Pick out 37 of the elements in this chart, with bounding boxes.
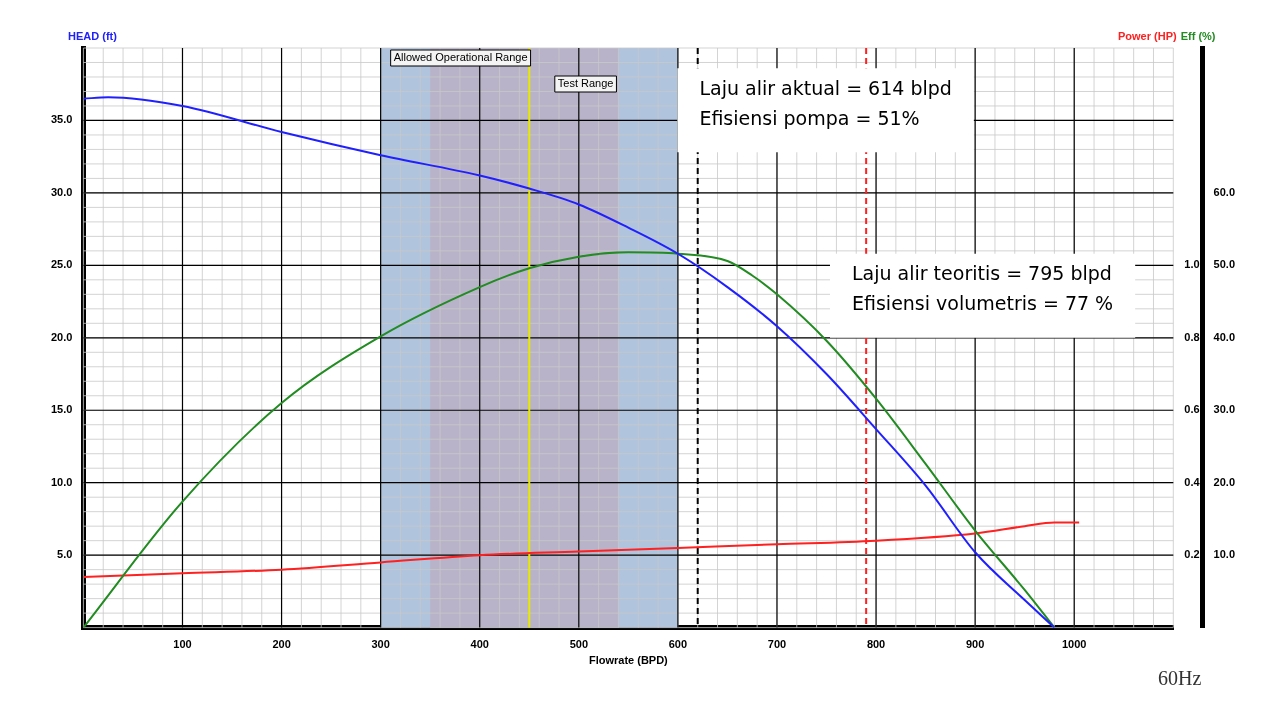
y3-axis-title: Power (HP) — [1118, 30, 1178, 42]
y-tick-label: 20.0 — [50, 330, 73, 343]
y-tick-label: 15.0 — [50, 403, 73, 416]
x-tick-label: 700 — [767, 638, 787, 651]
x-tick-label: 400 — [470, 638, 489, 651]
y3-tick-label: 0.6 — [1184, 403, 1200, 416]
y3-tick-label: 0.8 — [1184, 330, 1200, 343]
y2-tick-label: 30.0 — [1213, 403, 1236, 416]
y-tick-label: 10.0 — [50, 475, 73, 488]
x-tick-label: 200 — [272, 638, 291, 651]
y2-tick-label: 50.0 — [1213, 258, 1236, 271]
text: 60Hz — [1158, 667, 1202, 690]
y3-tick-label: 0.4 — [1184, 475, 1201, 488]
x-tick-label: 600 — [668, 638, 688, 651]
y-tick-label: 30.0 — [50, 185, 73, 198]
x-tick-label: 900 — [965, 638, 985, 651]
x-tick-label: 100 — [173, 638, 192, 651]
annotation: Laju alir aktual = 614 blpd Efisiensi pompa = 51% — [699, 76, 952, 129]
band-label: Test Range — [557, 77, 614, 90]
y-tick-label: 25.0 — [50, 258, 73, 271]
x-tick-label: 1000 — [1061, 638, 1087, 651]
x-tick-label: 500 — [569, 638, 588, 651]
y2-tick-label: 20.0 — [1213, 475, 1236, 488]
y2-tick-label: 10.0 — [1213, 548, 1236, 561]
x-tick-label: 300 — [371, 638, 390, 651]
y3-tick-label: 0.2 — [1184, 548, 1200, 561]
x-tick-label: 800 — [866, 638, 886, 651]
y2-tick-label: 40.0 — [1213, 330, 1236, 343]
y3-tick-label: 1.0 — [1184, 258, 1200, 271]
annotation: Laju alir teoritis = 795 blpd Efisiensi volumetris = 77 % — [851, 262, 1114, 315]
x-axis-title: Flowrate (BPD) — [588, 654, 669, 667]
y2-tick-label: 60.0 — [1213, 185, 1236, 198]
y-axis-title: HEAD (ft) — [68, 30, 118, 42]
y2-axis-title: Eff (%) — [1180, 30, 1216, 42]
band-label: Allowed Operational Range — [393, 51, 528, 64]
y-tick-label: 35.0 — [50, 113, 73, 126]
y-tick-label: 5.0 — [57, 548, 73, 561]
